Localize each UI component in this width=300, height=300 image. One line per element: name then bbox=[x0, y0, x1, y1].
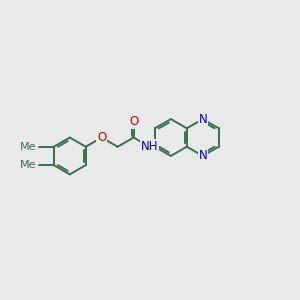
Text: NH: NH bbox=[141, 140, 158, 153]
Text: Me: Me bbox=[20, 160, 37, 170]
Text: Me: Me bbox=[20, 142, 37, 152]
Text: O: O bbox=[97, 131, 106, 144]
Text: N: N bbox=[198, 112, 207, 126]
Text: N: N bbox=[198, 149, 207, 162]
Text: O: O bbox=[129, 116, 138, 128]
